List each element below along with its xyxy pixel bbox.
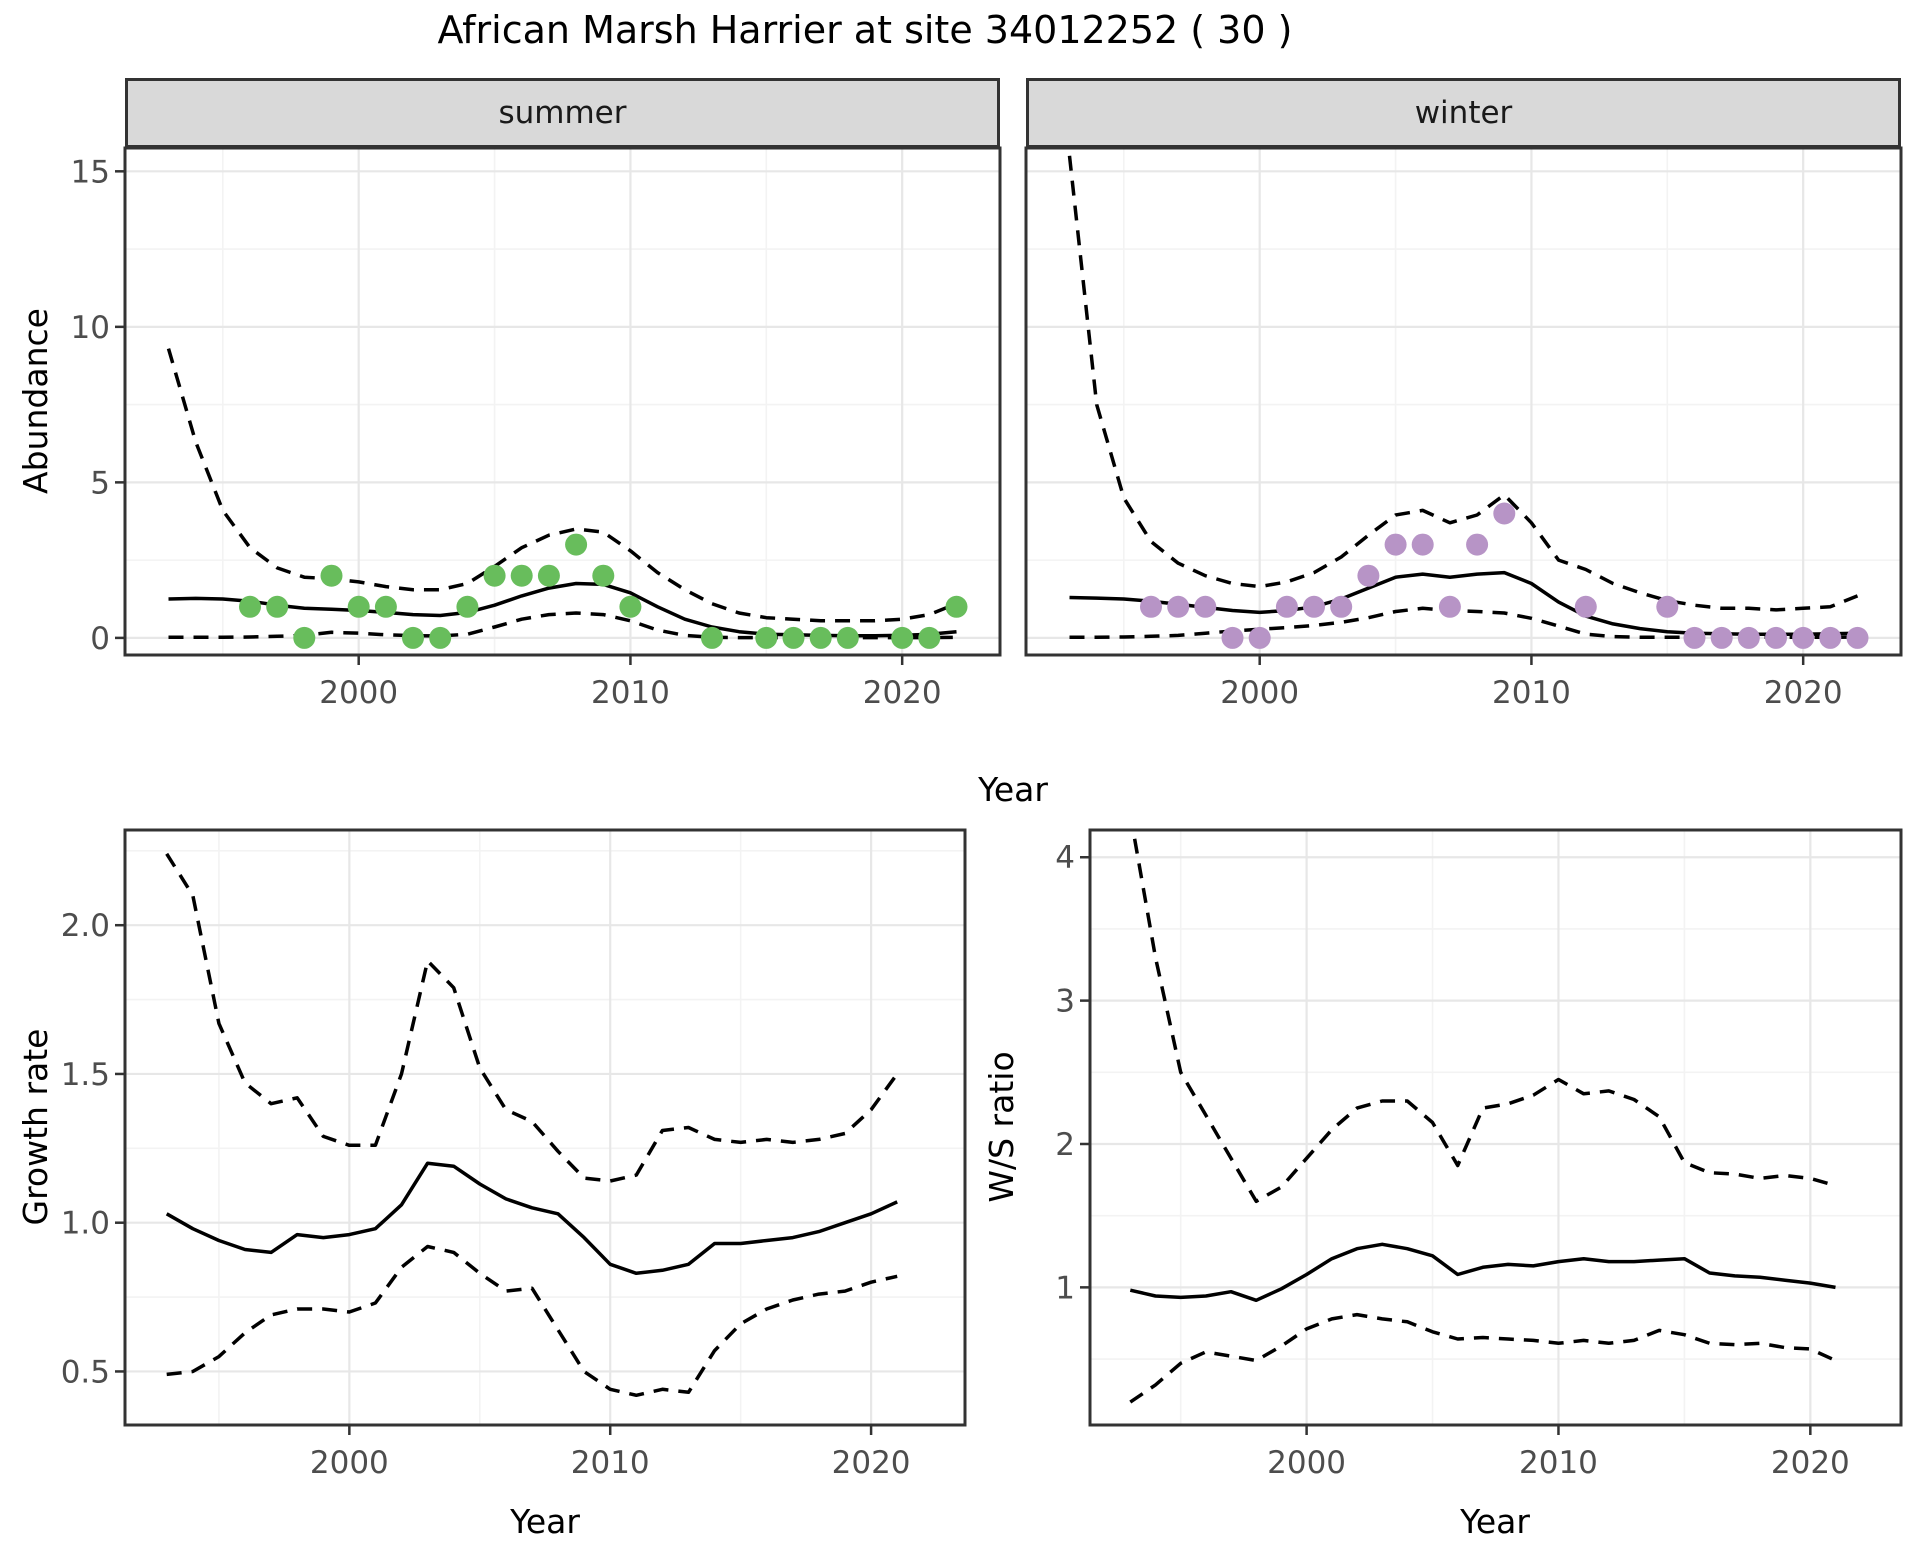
x-tick-label: 2000 — [1220, 675, 1299, 711]
data-point — [1167, 595, 1190, 618]
x-axis-title-year-bottom-left: Year — [510, 1502, 580, 1541]
data-point — [1710, 626, 1733, 649]
data-point — [836, 626, 859, 649]
panel-abundance-winter: 2000 2010 2020 — [1024, 146, 1903, 711]
line-upper-ci — [166, 348, 958, 623]
y-tick-label: 5 — [90, 465, 110, 501]
data-point — [1275, 595, 1298, 618]
data-point — [1330, 595, 1353, 618]
facet-strip-winter-label: winter — [1414, 95, 1513, 131]
data-point — [565, 533, 588, 556]
y-tick-label: 2.0 — [61, 908, 110, 944]
data-point — [891, 626, 914, 649]
data-point — [1466, 533, 1489, 556]
x-axis-title-year-top: Year — [978, 770, 1048, 809]
y-tick-label: 1 — [1055, 1270, 1075, 1306]
data-point — [755, 626, 778, 649]
y-tick-label: 1.0 — [61, 1206, 110, 1242]
data-point — [1683, 626, 1706, 649]
data-point — [1357, 564, 1380, 587]
y-tick-label: 3 — [1055, 984, 1075, 1020]
x-tick-label: 2000 — [1267, 1445, 1346, 1481]
data-point — [1221, 626, 1244, 649]
data-point — [266, 595, 289, 618]
line-fit — [1129, 1242, 1836, 1303]
data-point — [347, 595, 370, 618]
data-point — [456, 595, 479, 618]
y-tick-label: 1.5 — [61, 1057, 110, 1093]
data-point — [1411, 533, 1434, 556]
facet-strip-summer: summer — [125, 78, 1000, 148]
data-point — [537, 564, 560, 587]
y-tick-label: 0 — [90, 621, 110, 657]
data-point — [1765, 626, 1787, 649]
facet-strip-winter: winter — [1026, 78, 1901, 148]
panel-growth-rate: 2000 2010 2020 0.5 1.0 1.5 2.0 — [61, 828, 967, 1481]
x-tick-label: 2010 — [591, 675, 670, 711]
data-point — [510, 564, 533, 587]
data-point — [945, 595, 968, 618]
x-tick-label: 2020 — [1771, 1445, 1850, 1481]
data-point — [1303, 595, 1325, 618]
y-tick-label: 15 — [71, 154, 110, 190]
x-axis-title-year-bottom-right: Year — [1460, 1502, 1530, 1541]
panel-ws-ratio: 2000 2010 2020 1 2 3 4 — [1055, 828, 1903, 1481]
data-point — [1846, 626, 1869, 649]
y-tick-label: 4 — [1055, 840, 1075, 876]
data-point — [1194, 595, 1217, 618]
data-point — [1819, 626, 1842, 649]
data-point — [1140, 595, 1162, 618]
data-point — [1438, 595, 1461, 618]
data-point — [429, 626, 452, 649]
line-lower-ci — [166, 1244, 898, 1398]
data-point — [701, 626, 723, 649]
y-tick-label: 10 — [71, 310, 110, 346]
data-point — [293, 626, 316, 649]
data-point — [918, 626, 941, 649]
data-point — [1792, 626, 1815, 649]
x-tick-label: 2020 — [1764, 675, 1843, 711]
data-point — [1737, 626, 1760, 649]
line-fit — [165, 1161, 898, 1276]
data-point — [483, 564, 506, 587]
data-point — [809, 626, 832, 649]
y-tick-label: 0.5 — [61, 1354, 110, 1390]
data-point — [1656, 595, 1679, 618]
data-point — [320, 564, 343, 587]
x-tick-label: 2000 — [310, 1445, 389, 1481]
x-tick-label: 2010 — [1519, 1445, 1598, 1481]
data-point — [374, 595, 397, 618]
x-tick-label: 2010 — [1492, 675, 1571, 711]
x-tick-label: 2010 — [571, 1445, 650, 1481]
line-upper-ci — [1131, 830, 1836, 1204]
panel-abundance-summer: 2000 2010 2020 0 5 10 15 — [71, 146, 1002, 711]
data-point — [782, 626, 805, 649]
y-tick-label: 2 — [1055, 1127, 1075, 1163]
data-point — [1384, 533, 1407, 556]
points-abundance-summer — [239, 533, 968, 649]
x-tick-label: 2020 — [832, 1445, 911, 1481]
data-point — [402, 626, 424, 649]
chart-title: African Marsh Harrier at site 34012252 (… — [437, 8, 1293, 52]
points-abundance-winter — [1140, 502, 1869, 649]
data-point — [1248, 626, 1271, 649]
data-point — [1574, 595, 1597, 618]
series-ws-ratio — [1129, 830, 1837, 1404]
data-point — [1493, 502, 1516, 525]
line-lower-ci — [1129, 1312, 1837, 1404]
data-point — [619, 595, 642, 618]
series-growth-rate — [165, 852, 899, 1398]
data-point — [239, 595, 261, 618]
facet-strip-summer-label: summer — [498, 95, 627, 131]
line-upper-ci — [1067, 155, 1859, 612]
x-tick-label: 2000 — [319, 675, 398, 711]
data-point — [592, 564, 615, 587]
x-tick-label: 2020 — [863, 675, 942, 711]
